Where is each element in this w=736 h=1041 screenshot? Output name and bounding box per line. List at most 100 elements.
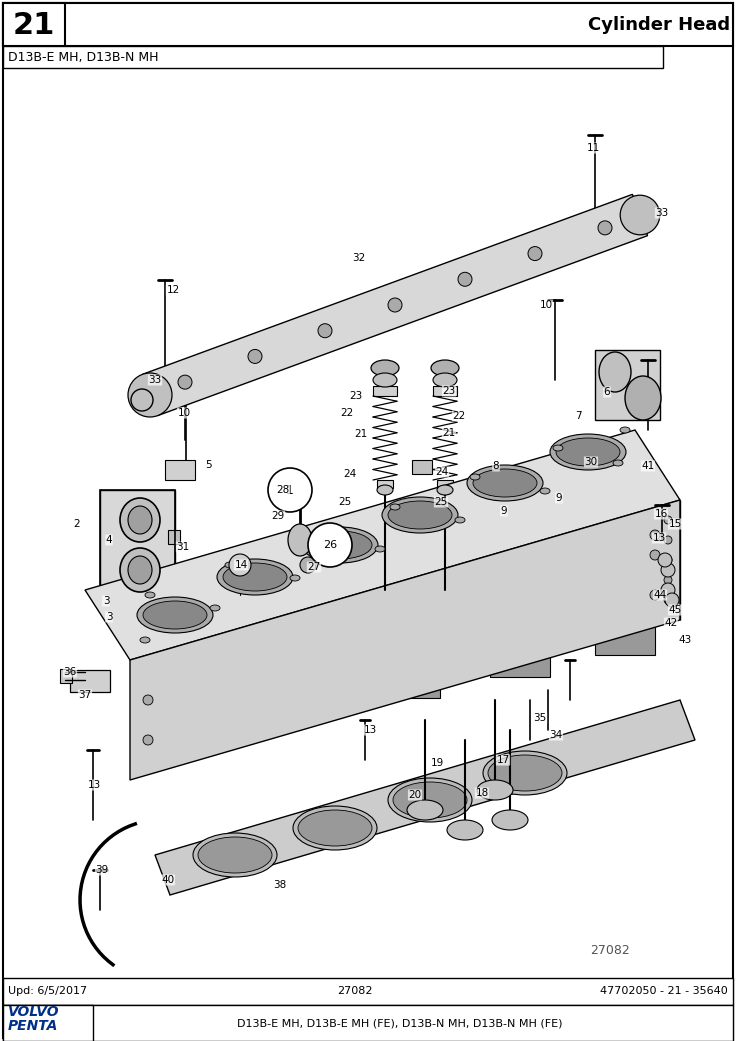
- Ellipse shape: [488, 755, 562, 791]
- Polygon shape: [130, 500, 680, 780]
- Text: 22: 22: [453, 411, 466, 421]
- Ellipse shape: [198, 837, 272, 873]
- Text: VOLVO: VOLVO: [8, 1005, 60, 1019]
- Text: 32: 32: [353, 253, 366, 263]
- Ellipse shape: [665, 593, 679, 607]
- Bar: [3, 3, 733, 46]
- Ellipse shape: [650, 530, 660, 540]
- Polygon shape: [142, 195, 648, 415]
- Bar: [377, 480, 393, 488]
- Text: 18: 18: [475, 788, 489, 798]
- Text: Cylinder Head: Cylinder Head: [588, 16, 730, 34]
- Bar: [270, 665, 330, 720]
- Ellipse shape: [137, 596, 213, 633]
- Text: 44: 44: [654, 590, 667, 600]
- Text: 21: 21: [442, 428, 456, 438]
- Ellipse shape: [483, 751, 567, 795]
- Text: 31: 31: [177, 542, 190, 552]
- Text: 9: 9: [556, 493, 562, 503]
- Ellipse shape: [308, 531, 372, 559]
- Bar: [100, 490, 175, 605]
- Text: 8: 8: [492, 461, 499, 471]
- Text: 30: 30: [584, 457, 598, 467]
- Ellipse shape: [318, 324, 332, 337]
- Ellipse shape: [300, 557, 316, 573]
- Ellipse shape: [433, 373, 457, 387]
- Ellipse shape: [143, 601, 207, 629]
- Ellipse shape: [225, 562, 235, 568]
- Text: 14: 14: [234, 560, 247, 570]
- Text: 27082: 27082: [337, 986, 372, 996]
- Ellipse shape: [477, 780, 513, 799]
- Ellipse shape: [375, 545, 385, 552]
- Text: 33: 33: [149, 375, 162, 385]
- Ellipse shape: [393, 782, 467, 818]
- Ellipse shape: [145, 592, 155, 598]
- Text: 23: 23: [442, 386, 456, 396]
- Ellipse shape: [288, 524, 312, 556]
- Ellipse shape: [143, 735, 153, 745]
- Text: 28: 28: [277, 485, 290, 496]
- Ellipse shape: [217, 559, 293, 595]
- Bar: [292, 540, 308, 558]
- Text: D13B-E MH, D13B-N MH: D13B-E MH, D13B-N MH: [8, 51, 158, 64]
- Text: 43: 43: [679, 635, 692, 645]
- Ellipse shape: [407, 799, 443, 820]
- Ellipse shape: [290, 575, 300, 581]
- Text: 36: 36: [63, 667, 77, 677]
- Ellipse shape: [229, 554, 251, 576]
- Ellipse shape: [492, 810, 528, 830]
- Polygon shape: [85, 430, 680, 660]
- Ellipse shape: [620, 196, 659, 235]
- Ellipse shape: [620, 427, 630, 433]
- Text: 3: 3: [103, 596, 110, 606]
- Text: 5: 5: [205, 460, 211, 469]
- Ellipse shape: [120, 548, 160, 592]
- Bar: [380, 643, 440, 699]
- Bar: [3, 1005, 93, 1041]
- Ellipse shape: [290, 476, 310, 504]
- Text: 25: 25: [339, 497, 352, 507]
- Ellipse shape: [377, 485, 393, 496]
- Ellipse shape: [178, 375, 192, 389]
- Text: 25: 25: [434, 497, 447, 507]
- Text: 2: 2: [74, 519, 80, 529]
- Ellipse shape: [120, 498, 160, 542]
- Ellipse shape: [658, 553, 672, 567]
- Ellipse shape: [431, 360, 459, 376]
- Polygon shape: [155, 700, 695, 895]
- Ellipse shape: [388, 298, 402, 312]
- Ellipse shape: [248, 350, 262, 363]
- Bar: [595, 350, 660, 420]
- Ellipse shape: [388, 501, 452, 529]
- Text: 45: 45: [668, 605, 682, 615]
- Bar: [412, 460, 432, 474]
- Text: 3: 3: [106, 612, 113, 623]
- Ellipse shape: [664, 556, 672, 564]
- Ellipse shape: [556, 438, 620, 466]
- Ellipse shape: [598, 221, 612, 235]
- Text: 7: 7: [575, 411, 581, 421]
- Bar: [60, 669, 72, 683]
- Text: 20: 20: [408, 790, 422, 799]
- Ellipse shape: [528, 247, 542, 260]
- Ellipse shape: [128, 506, 152, 534]
- Ellipse shape: [268, 468, 312, 512]
- Text: 4: 4: [106, 535, 113, 545]
- Ellipse shape: [193, 833, 277, 877]
- Bar: [3, 3, 65, 46]
- Bar: [165, 460, 195, 480]
- Bar: [160, 680, 220, 735]
- Bar: [3, 46, 663, 68]
- Text: Upd: 6/5/2017: Upd: 6/5/2017: [8, 986, 87, 996]
- Text: 38: 38: [273, 880, 286, 890]
- Text: 9: 9: [500, 506, 507, 516]
- Text: 21: 21: [13, 10, 55, 40]
- Ellipse shape: [540, 488, 550, 494]
- Bar: [373, 386, 397, 396]
- Ellipse shape: [664, 516, 672, 524]
- Ellipse shape: [550, 434, 626, 469]
- Bar: [70, 670, 110, 692]
- Ellipse shape: [140, 637, 150, 643]
- Text: 10: 10: [177, 408, 191, 418]
